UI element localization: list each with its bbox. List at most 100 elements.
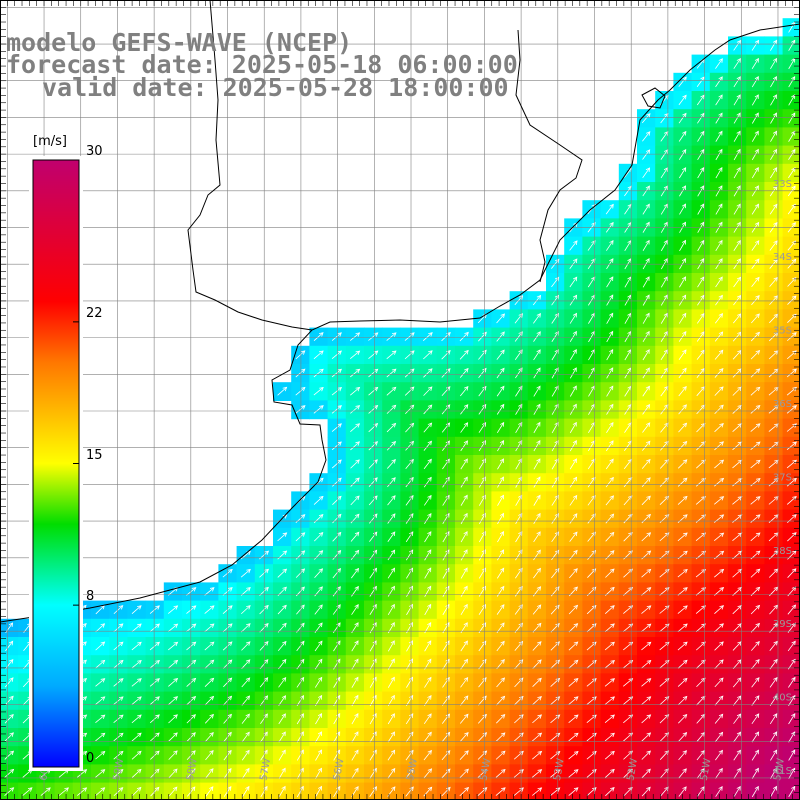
wind-vector-arrow — [496, 695, 506, 706]
wind-cell — [236, 746, 256, 765]
wind-cell — [691, 54, 711, 74]
wind-cell — [564, 709, 583, 729]
wind-cell — [473, 673, 492, 693]
wind-vector-arrow — [277, 386, 288, 396]
wind-cell — [655, 163, 674, 183]
wind-vector-arrow — [406, 585, 413, 597]
wind-cell — [564, 564, 583, 583]
wind-cell — [455, 327, 474, 347]
wind-cell — [400, 655, 420, 674]
wind-cell — [382, 546, 401, 565]
wind-vector-arrow — [387, 549, 396, 561]
wind-cell — [327, 728, 347, 747]
wind-cell — [673, 637, 693, 656]
wind-vector-arrow — [131, 732, 142, 742]
wind-cell — [455, 491, 474, 511]
wind-cell — [728, 673, 747, 693]
wind-vector-arrow — [568, 787, 579, 796]
wind-vector-arrow — [696, 441, 706, 451]
wind-cell — [436, 455, 456, 474]
wind-vector-arrow — [313, 513, 324, 524]
wind-cell — [582, 345, 602, 365]
wind-cell — [309, 400, 329, 420]
wind-vector-arrow — [770, 57, 777, 70]
wind-cell — [728, 491, 747, 511]
wind-cell — [327, 637, 347, 656]
wind-vector-arrow — [750, 368, 761, 378]
wind-vector-arrow — [606, 421, 614, 433]
wind-vector-arrow — [733, 294, 742, 306]
wind-cell — [527, 546, 547, 565]
wind-vector-arrow — [604, 768, 615, 778]
wind-cell — [655, 491, 674, 511]
wind-cell — [728, 273, 747, 292]
wind-cell — [382, 527, 401, 547]
wind-cell — [527, 327, 547, 347]
wind-cell — [746, 436, 765, 456]
wind-cell — [236, 582, 256, 602]
wind-cell — [527, 291, 547, 310]
wind-cell — [746, 400, 765, 420]
wind-cell — [291, 564, 310, 583]
wind-vector-arrow — [533, 312, 541, 324]
colorbar-tick-label: 8 — [86, 589, 95, 605]
wind-vector-arrow — [769, 731, 778, 743]
wind-cell — [691, 145, 711, 165]
wind-cell — [491, 309, 511, 329]
wind-vector-arrow — [113, 768, 124, 778]
wind-vector-arrow — [787, 604, 797, 615]
wind-cell — [764, 691, 784, 711]
wind-vector-arrow — [696, 459, 706, 469]
wind-cell — [709, 400, 729, 420]
wind-cell — [273, 527, 292, 547]
wind-vector-arrow — [149, 605, 160, 614]
wind-cell — [163, 746, 183, 765]
wind-cell — [582, 618, 602, 638]
wind-cell — [709, 728, 729, 747]
wind-vector-arrow — [714, 368, 724, 378]
wind-cell — [618, 327, 638, 347]
wind-vector-arrow — [568, 641, 579, 651]
wind-cell — [673, 236, 693, 256]
wind-cell — [618, 400, 638, 420]
wind-cell — [127, 600, 147, 620]
wind-cell — [309, 527, 329, 547]
wind-cell — [455, 364, 474, 383]
wind-cell — [546, 291, 565, 310]
wind-cell — [637, 345, 656, 365]
wind-cell — [582, 436, 602, 456]
wind-vector-arrow — [406, 640, 413, 652]
wind-vector-arrow — [770, 112, 777, 124]
wind-vector-arrow — [168, 768, 178, 779]
wind-vector-arrow — [678, 422, 688, 433]
wind-cell — [527, 473, 547, 492]
wind-cell — [473, 564, 492, 583]
wind-vector-arrow — [660, 294, 668, 306]
wind-cell — [709, 236, 729, 256]
wind-cell — [600, 200, 620, 219]
wind-vector-arrow — [786, 459, 797, 469]
wind-vector-arrow — [677, 677, 688, 687]
wind-cell — [382, 746, 401, 765]
wind-cell — [655, 145, 674, 165]
wind-cell — [728, 418, 747, 438]
wind-vector-arrow — [350, 549, 360, 561]
wind-vector-arrow — [605, 787, 615, 797]
wind-vector-arrow — [332, 568, 342, 579]
wind-cell — [637, 509, 656, 529]
wind-cell — [655, 200, 674, 219]
wind-cell — [564, 673, 583, 693]
wind-cell — [691, 273, 711, 292]
wind-cell — [527, 382, 547, 401]
wind-vector-arrow — [695, 641, 706, 651]
wind-cell — [637, 400, 656, 420]
wind-cell — [764, 473, 784, 492]
wind-cell — [509, 400, 529, 420]
wind-cell — [145, 637, 165, 656]
wind-cell — [764, 673, 784, 693]
wind-vector-arrow — [368, 459, 378, 469]
wind-vector-arrow — [423, 368, 433, 378]
wind-cell — [746, 746, 765, 765]
wind-cell — [546, 746, 565, 765]
wind-cell — [709, 291, 729, 310]
